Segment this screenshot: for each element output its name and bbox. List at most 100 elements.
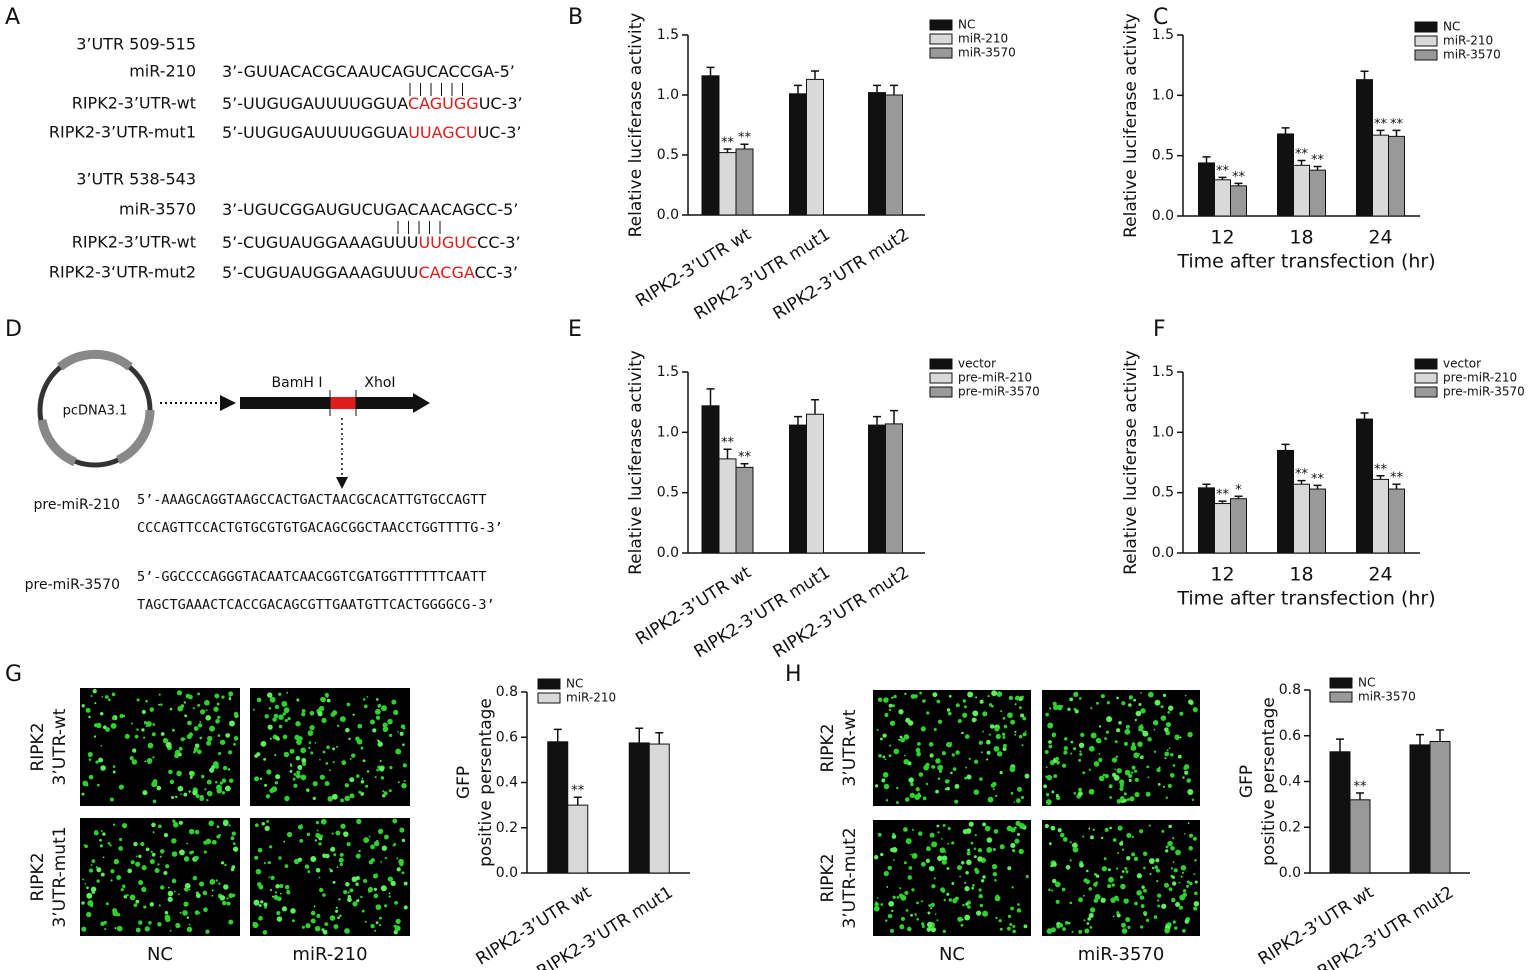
cell: [889, 720, 896, 726]
y-axis-label: Relative luciferase activity: [1121, 13, 1141, 238]
cell: [229, 696, 232, 699]
cell: [339, 852, 344, 857]
cell: [964, 914, 971, 921]
cell: [1126, 832, 1132, 838]
cell: [321, 928, 325, 932]
cell: [394, 925, 401, 932]
cell: [177, 785, 184, 792]
cell: [891, 704, 896, 708]
cell: [1116, 728, 1121, 733]
cell: [1077, 791, 1083, 797]
cell: [1048, 842, 1052, 846]
cell: [183, 887, 187, 891]
y-axis-label: Relative luciferase activity: [1121, 350, 1141, 575]
cell: [306, 832, 311, 837]
cell: [194, 746, 199, 751]
cell: [336, 866, 339, 869]
cell: [1107, 868, 1111, 872]
cell: [986, 739, 991, 745]
y-tick-label: 1.0: [1152, 87, 1174, 103]
cell: [112, 823, 116, 826]
cell: [1153, 728, 1156, 731]
bar: [1349, 799, 1371, 874]
x-axis-label: Time after transfection (hr): [1176, 251, 1435, 273]
cell: [171, 838, 177, 844]
error-bar: [740, 462, 749, 468]
cell: [138, 920, 143, 925]
sequence: 5’-CUGUAUGGAAAGUUUUUGUCCC-3’: [222, 233, 521, 252]
legend-label: vector: [1443, 357, 1481, 371]
cell: [172, 819, 176, 823]
cell: [1157, 899, 1160, 902]
cell: [926, 711, 930, 715]
panel-label: H: [785, 662, 802, 687]
y-tick-label: 0.0: [657, 545, 679, 561]
cell: [162, 737, 169, 744]
cell: [1156, 767, 1161, 773]
cell: [1116, 913, 1121, 918]
cell: [1188, 699, 1194, 705]
cell: [264, 783, 268, 787]
row-label: RIPK2: [28, 722, 48, 771]
cell: [113, 858, 120, 865]
cell: [104, 927, 107, 930]
cell: [361, 777, 364, 780]
cell: [279, 892, 282, 895]
error-bar: [740, 143, 749, 149]
cell: [124, 733, 130, 739]
cell: [1148, 824, 1151, 827]
cell: [1172, 764, 1176, 767]
cell: [1153, 915, 1158, 919]
cell: [984, 825, 991, 832]
cell: [1079, 750, 1082, 753]
cell: [1014, 734, 1017, 736]
cell: [319, 758, 321, 761]
bar: [868, 424, 886, 554]
y-tick-label: 0.0: [1152, 545, 1174, 561]
cell: [1124, 728, 1131, 735]
cell: [895, 786, 899, 790]
cell: [399, 861, 404, 867]
cell: [883, 697, 889, 703]
cell: [1138, 702, 1142, 706]
x-axis-label: Time after transfection (hr): [1176, 588, 1435, 610]
cell: [1194, 880, 1198, 884]
cell: [998, 919, 1002, 923]
cell: [937, 831, 940, 834]
cell: [307, 730, 314, 736]
cell: [258, 916, 263, 921]
cell: [930, 927, 937, 933]
y-tick-label: 0.0: [1152, 208, 1174, 224]
cell: [936, 919, 939, 922]
sequence: 5’-GGCCCCAGGGTACAATCAACGGTCGATGGTTTTTTCA…: [137, 569, 487, 585]
cell: [355, 882, 359, 886]
cell: [926, 921, 933, 928]
cell: [199, 709, 206, 715]
cell: [1170, 752, 1174, 757]
cell: [178, 820, 183, 825]
cell: [1165, 845, 1169, 849]
cell: [889, 744, 892, 747]
cell: [86, 892, 93, 899]
cell: [331, 710, 338, 716]
error-bar: [1281, 127, 1290, 134]
y-tick-label: 1.5: [657, 364, 679, 380]
cell: [146, 721, 152, 727]
cell: [310, 918, 316, 924]
cell: [947, 779, 950, 783]
cell: [119, 713, 124, 719]
cell: [144, 760, 147, 763]
cell: [301, 757, 307, 763]
cell: [1011, 886, 1014, 889]
cell: [218, 752, 222, 756]
cell: [1046, 928, 1053, 934]
cell: [96, 879, 100, 883]
bar: [648, 743, 670, 874]
y-tick-label: 1.5: [1152, 27, 1174, 43]
cell: [297, 824, 303, 830]
cell: [1010, 791, 1014, 795]
cell: [979, 699, 984, 704]
cell: [112, 908, 118, 914]
sequence-part: 3’-UGUCGGAUGUCUGACAACAGCC-5’: [222, 200, 518, 219]
cell: [1093, 761, 1100, 767]
